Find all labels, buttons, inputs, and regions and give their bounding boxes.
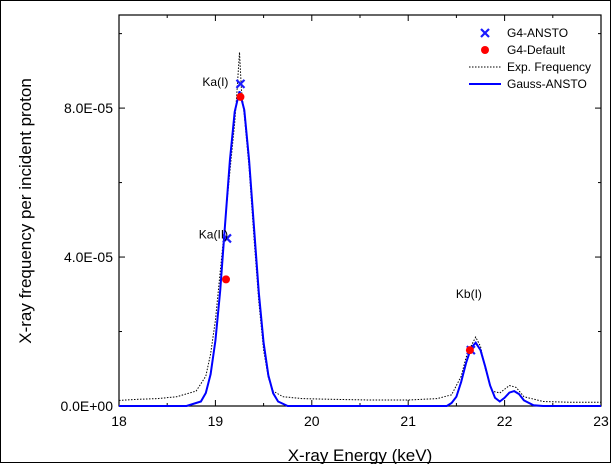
y-axis-title: X-ray frequency per incident proton [16,78,35,344]
x-marker-stroke [480,28,490,38]
legend-swatch-x [480,28,490,38]
legend-label: Gauss-ANSTO [507,77,587,91]
point-g4-default [465,346,474,355]
axis-ticks: 18 19 20 21 22 23 0.0E+00 4.0E-05 8.0E-05 [60,15,609,429]
x-tick-label: 23 [593,413,609,429]
series-layer [118,52,601,407]
peak-annotation: Kb(I) [456,287,482,301]
x-tick-label: 20 [304,413,320,429]
legend-label: G4-Default [507,43,566,57]
series-line-exp-frequency [118,52,601,403]
x-tick-label: 19 [208,413,224,429]
point-g4-ansto [235,79,246,89]
x-tick-label: 21 [400,413,416,429]
y-tick-label: 4.0E-05 [64,249,113,265]
legend-swatch-circle [481,46,489,54]
legend-label: G4-ANSTO [507,26,568,40]
x-tick-label: 22 [497,413,513,429]
legend: G4-ANSTO G4-Default Exp. Frequency Gauss-AN… [469,26,591,91]
x-marker-stroke [235,79,246,89]
point-g4-ansto [222,233,232,244]
peak-annotation: Ka(I) [202,75,228,89]
x-marker-stroke [222,233,232,244]
x-axis-title: X-ray Energy (keV) [288,446,433,464]
series-line-gauss-ansto [119,91,601,407]
annotations-layer: Ka(I) Ka(II) Kb(I) [199,75,482,301]
x-tick-label: 18 [111,413,127,429]
y-tick-label: 8.0E-05 [64,100,113,116]
legend-label: Exp. Frequency [507,60,591,74]
point-g4-default [222,275,231,284]
y-tick-label: 0.0E+00 [60,398,113,414]
peak-annotation: Ka(II) [199,227,228,241]
point-g4-default [236,92,245,101]
markers-layer [222,79,476,355]
